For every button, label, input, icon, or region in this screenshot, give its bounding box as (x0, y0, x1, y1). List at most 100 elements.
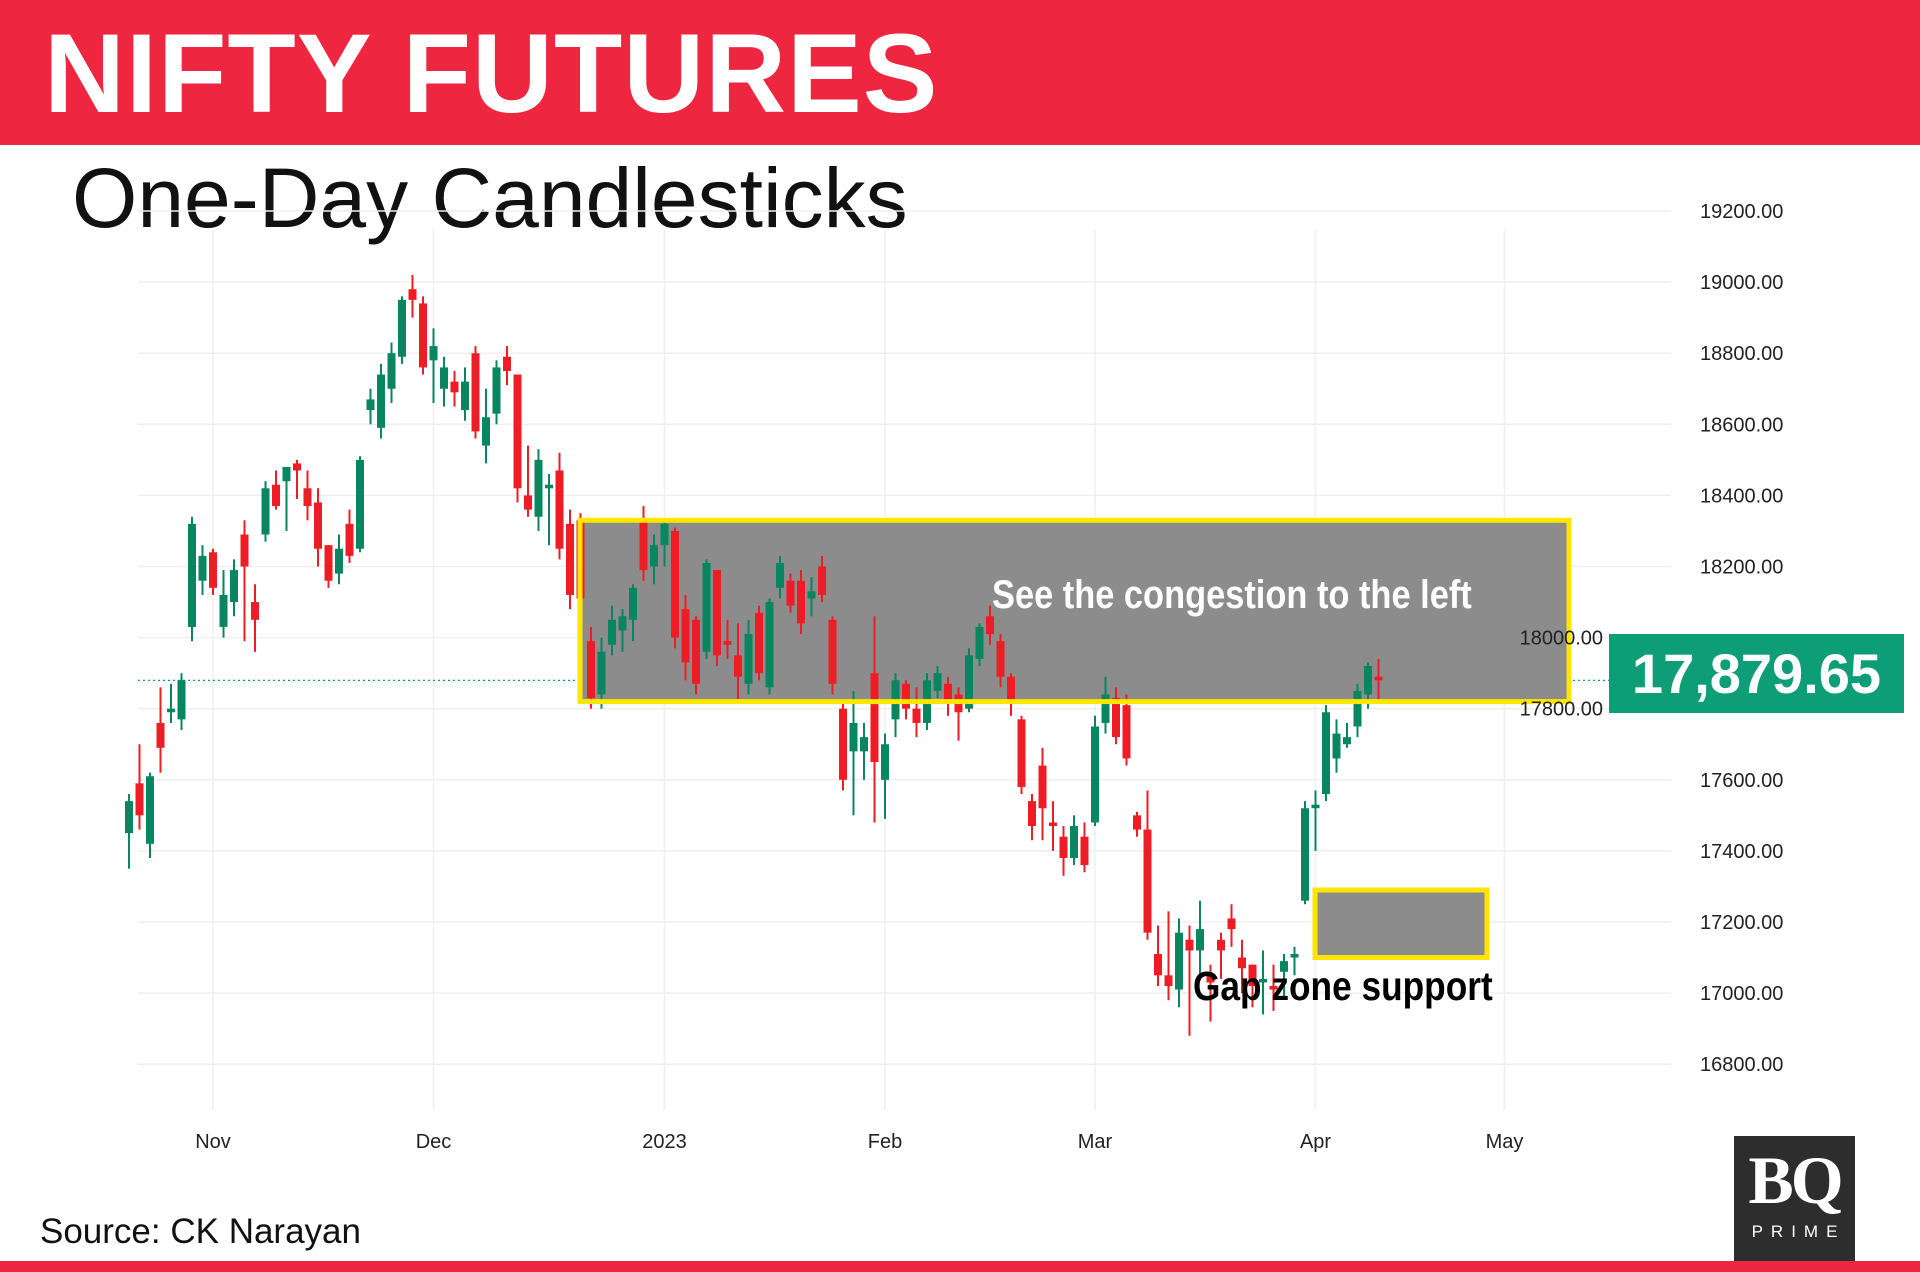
candle (1322, 705, 1330, 802)
y-tick-label: 18200.00 (1700, 557, 1783, 579)
candle-body (1206, 975, 1215, 983)
candle-body (1332, 733, 1341, 759)
y-tick-label: 17000.00 (1700, 983, 1783, 1005)
candle-body (230, 570, 238, 603)
candle (933, 666, 942, 699)
candle (1238, 939, 1246, 994)
candle-body (1353, 690, 1362, 727)
candle (1290, 946, 1299, 976)
x-tick-label: Apr (1300, 1131, 1331, 1153)
zone-border (577, 517, 1572, 705)
candle-body (408, 289, 417, 300)
candle (429, 328, 438, 403)
zone-fill (1315, 890, 1487, 958)
candle-body (723, 641, 732, 645)
candle-body (1374, 676, 1383, 681)
candle-body (293, 463, 301, 471)
candle-body (345, 523, 354, 556)
candle-body (975, 626, 984, 659)
candle-body (524, 495, 532, 510)
candle (660, 520, 669, 567)
candle (1080, 822, 1089, 873)
candle-body (1227, 918, 1236, 930)
candle (1038, 747, 1047, 841)
candle (597, 637, 606, 709)
candle-body (944, 683, 952, 702)
candle-body (860, 737, 868, 752)
candle (1070, 815, 1078, 866)
candle (723, 619, 732, 659)
candle-body (849, 722, 858, 752)
candle (261, 481, 270, 542)
x-tick-label: Mar (1078, 1131, 1113, 1153)
candle (1175, 918, 1183, 1008)
candle (282, 466, 291, 531)
candle (471, 346, 480, 439)
candle-body (1059, 836, 1068, 859)
candle (314, 488, 322, 567)
candle (524, 445, 532, 517)
candle (1112, 687, 1120, 745)
candle-body (251, 602, 259, 620)
candle-body (986, 616, 994, 635)
candle (807, 577, 816, 617)
y-tick-label: 18800.00 (1700, 343, 1783, 365)
candle (1301, 801, 1309, 905)
candle (692, 616, 700, 695)
candle-body (1259, 978, 1267, 983)
candle (996, 634, 1005, 688)
candle (839, 701, 847, 791)
x-tick-label: May (1486, 1131, 1524, 1153)
candle-body (744, 634, 753, 684)
candle (188, 516, 196, 642)
candle-body (513, 374, 522, 489)
candle-body (734, 655, 742, 677)
candle (1259, 950, 1267, 1015)
candle-body (1301, 808, 1309, 901)
candle (1122, 694, 1131, 766)
candle-body (1196, 929, 1204, 951)
candle (1206, 964, 1215, 1022)
candle-body (1154, 953, 1162, 976)
candle (1049, 801, 1057, 851)
candle (146, 772, 154, 859)
candle (1133, 811, 1141, 837)
candle-body (608, 619, 616, 645)
candle-body (503, 356, 511, 371)
candle-body (261, 488, 270, 535)
candle (534, 449, 543, 531)
zones-border (577, 517, 1572, 961)
candle (797, 570, 805, 635)
candle (324, 545, 333, 588)
candle (125, 794, 133, 869)
candle (608, 605, 616, 656)
candle-body (1133, 815, 1141, 830)
candle-body (1101, 694, 1110, 723)
candle-body (188, 523, 196, 627)
candle-body (492, 367, 501, 414)
candle-body (776, 562, 784, 588)
candle (1059, 826, 1068, 876)
candle (986, 605, 994, 645)
candle (639, 506, 648, 581)
candle-body (828, 619, 837, 684)
candle (1007, 673, 1015, 716)
candle-body (671, 530, 679, 638)
candle (776, 555, 784, 599)
candle (912, 687, 921, 738)
candle (1028, 794, 1036, 841)
candle (828, 616, 837, 695)
axes: 16800.00 17000.00 17200.00 17400.00 17600.00… (195, 201, 1783, 1153)
candle-body (839, 708, 847, 780)
candle-body (660, 523, 669, 546)
candle-body (912, 708, 921, 723)
candle-body (209, 552, 217, 588)
candle-body (597, 651, 606, 695)
candle-body (786, 580, 795, 606)
candle (786, 573, 795, 613)
candle-body (797, 580, 805, 624)
congestion-annotation: See the congestion to the left (992, 573, 1472, 617)
candle (1185, 925, 1194, 1036)
candle (251, 584, 259, 652)
candle-body (314, 502, 322, 549)
